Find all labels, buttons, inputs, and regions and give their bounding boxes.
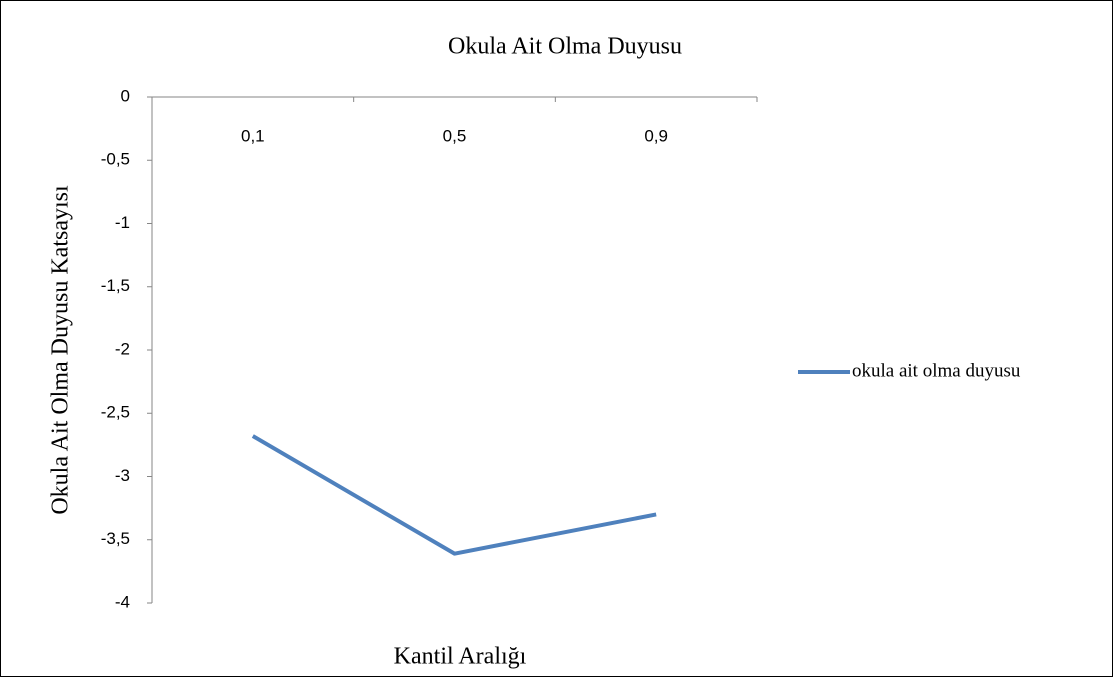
line [251,434,657,556]
y-tick-label: -3 [115,466,130,485]
y-tick-label: -3,5 [101,529,130,548]
x-tick-label: 0,9 [644,126,668,145]
x-tick-label: 0,1 [241,126,265,145]
y-tick-label: 0 [121,86,130,105]
y-tick-label: -4 [115,592,130,611]
x-tick-label: 0,5 [443,126,467,145]
y-axis-title: Okula Ait Olma Duyusu Katsayısı [48,185,74,515]
y-tick-label: -2,5 [101,403,130,422]
chart-title: Okula Ait Olma Duyusu [448,34,682,60]
y-tick-label: -0,5 [101,150,130,169]
y-tick-label: -1,5 [101,276,130,295]
x-axis-title: Kantil Aralığı [394,644,527,670]
y-tick-label: -2 [115,339,130,358]
y-tick-label: -1 [115,213,130,232]
legend-label: okula ait olma duyusu [852,360,1021,381]
